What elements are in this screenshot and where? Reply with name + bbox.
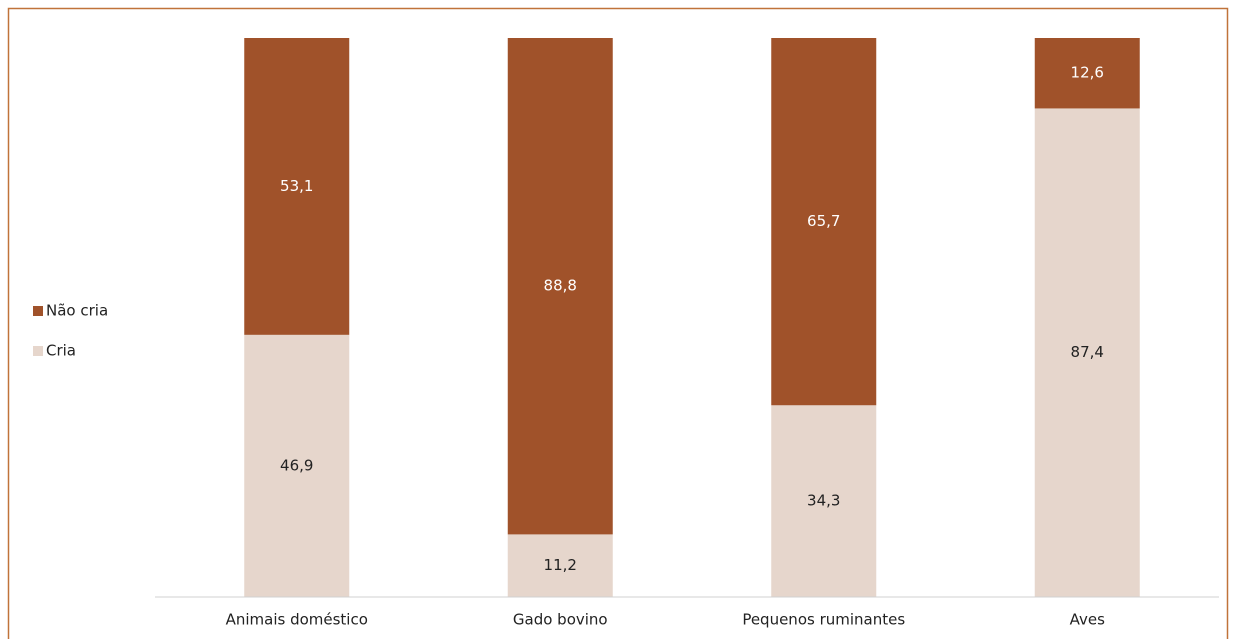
x-tick-label: Pequenos ruminantes bbox=[742, 611, 905, 629]
data-label: 12,6 bbox=[1071, 64, 1104, 82]
legend-label: Cria bbox=[46, 342, 76, 360]
legend-swatch bbox=[33, 306, 43, 316]
x-tick-label: Gado bovino bbox=[513, 611, 608, 629]
data-label: 46,9 bbox=[280, 456, 313, 474]
data-label: 34,3 bbox=[807, 492, 840, 510]
x-tick-label: Aves bbox=[1070, 611, 1105, 629]
bar-segment bbox=[507, 38, 613, 535]
data-label: 65,7 bbox=[807, 212, 840, 230]
chart-border bbox=[7, 7, 1229, 639]
data-label: 88,8 bbox=[544, 277, 577, 295]
bar-segment bbox=[1034, 38, 1140, 109]
bar-segment bbox=[244, 334, 350, 597]
bar-segment bbox=[771, 405, 877, 597]
data-label: 87,4 bbox=[1071, 343, 1104, 361]
bar-segment bbox=[771, 38, 877, 406]
x-tick-label: Animais doméstico bbox=[226, 611, 368, 629]
data-label: 11,2 bbox=[544, 556, 577, 574]
data-label: 53,1 bbox=[280, 177, 313, 195]
legend-swatch bbox=[33, 346, 43, 356]
bar-segment bbox=[507, 534, 613, 597]
legend-label: Não cria bbox=[46, 302, 108, 320]
bar-segment bbox=[1034, 108, 1140, 598]
bar-segment bbox=[244, 38, 350, 335]
